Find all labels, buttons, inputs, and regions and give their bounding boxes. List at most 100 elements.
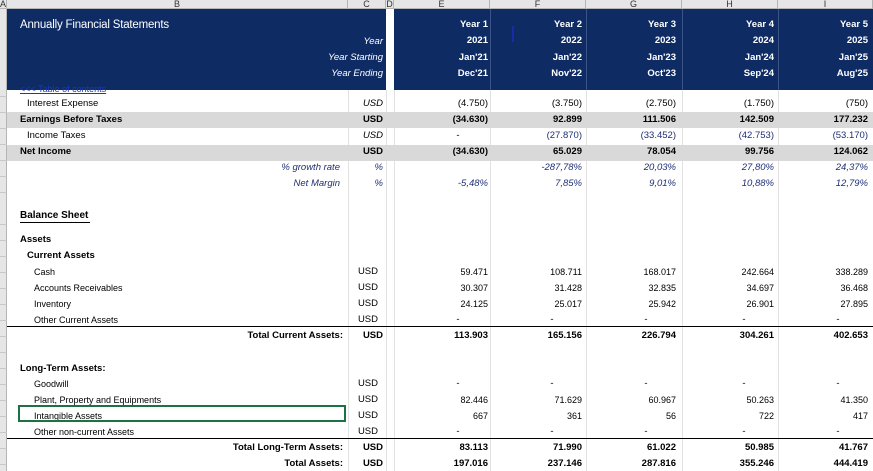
col-header-f[interactable]: F bbox=[490, 0, 586, 9]
cell-value: - bbox=[836, 378, 840, 389]
cell-value: -287,78% bbox=[541, 162, 582, 173]
col-header-i[interactable]: I bbox=[778, 0, 873, 9]
col-header-a[interactable]: A bbox=[0, 0, 7, 9]
label-year-ending: Year Ending bbox=[331, 68, 383, 79]
band-separator bbox=[586, 9, 587, 90]
total-label: Total Assets: bbox=[284, 458, 343, 469]
cell-value: (3.750) bbox=[551, 98, 582, 109]
cell-value: 82.446 bbox=[460, 395, 488, 405]
total-unit: USD bbox=[362, 458, 383, 469]
year-start: Jan'21 bbox=[458, 52, 488, 63]
cell-value: 92.899 bbox=[552, 114, 582, 125]
cell-value: 99.756 bbox=[744, 146, 774, 157]
col-header-c[interactable]: C bbox=[348, 0, 386, 9]
row-label: Earnings Before Taxes bbox=[20, 114, 123, 125]
cell-value: 142.509 bbox=[739, 114, 774, 125]
cell-value: 78.054 bbox=[646, 146, 676, 157]
cell-value: 242.664 bbox=[741, 267, 774, 277]
year-label: Year 4 bbox=[746, 19, 774, 30]
title-band bbox=[7, 9, 386, 90]
year-start: Jan'22 bbox=[552, 52, 582, 63]
row-label: Inventory bbox=[34, 299, 72, 309]
row-label: Intangible Assets bbox=[34, 411, 103, 421]
total-value: 287.816 bbox=[641, 458, 676, 469]
cell-value: - bbox=[550, 314, 554, 325]
cell-value: - bbox=[836, 314, 840, 325]
assets-heading: Assets bbox=[20, 234, 52, 245]
band-separator bbox=[490, 9, 491, 90]
cell-value: - bbox=[644, 426, 648, 437]
col-header-b[interactable]: B bbox=[7, 0, 348, 9]
cell-value: - bbox=[456, 130, 460, 141]
cell-value: 60.967 bbox=[648, 395, 676, 405]
row-unit: USD bbox=[357, 314, 378, 325]
col-guide bbox=[682, 90, 683, 471]
cell-value: 24.125 bbox=[460, 299, 488, 309]
col-header-e[interactable]: E bbox=[394, 0, 490, 9]
total-current-top-border bbox=[7, 326, 873, 327]
row-label: Net Margin bbox=[293, 178, 340, 189]
row-unit: USD bbox=[362, 130, 383, 141]
total-value: 355.246 bbox=[739, 458, 774, 469]
cell-value: 124.062 bbox=[833, 146, 868, 157]
total-value: 304.261 bbox=[739, 330, 774, 341]
col-header-h[interactable]: H bbox=[682, 0, 778, 9]
row-unit: USD bbox=[357, 394, 378, 405]
year-number: 2023 bbox=[654, 35, 676, 46]
total-value: 71.990 bbox=[552, 442, 582, 453]
band-separator bbox=[778, 9, 779, 90]
current-assets-heading: Current Assets bbox=[27, 250, 95, 261]
cell-value: 30.307 bbox=[460, 283, 488, 293]
cell-value: (34.630) bbox=[452, 146, 488, 157]
year-end: Sep'24 bbox=[743, 68, 774, 79]
year-start: Jan'24 bbox=[744, 52, 774, 63]
col-guide bbox=[348, 90, 349, 471]
cell-value: (4.750) bbox=[457, 98, 488, 109]
col-header-g[interactable]: G bbox=[586, 0, 682, 9]
cell-value: 50.263 bbox=[746, 395, 774, 405]
cell-value: 12,79% bbox=[835, 178, 868, 189]
row-label: % growth rate bbox=[281, 162, 340, 173]
page-title: Annually Financial Statements bbox=[20, 19, 169, 31]
col-guide bbox=[386, 90, 387, 471]
row-label: Accounts Receivables bbox=[34, 283, 123, 293]
years-band bbox=[394, 9, 873, 90]
cell-value: (53.170) bbox=[832, 130, 868, 141]
total-long-top-border bbox=[7, 438, 873, 439]
cell-value: - bbox=[644, 314, 648, 325]
cell-value: 56 bbox=[665, 411, 676, 421]
year-number: 2025 bbox=[846, 35, 868, 46]
cell-value: 71.629 bbox=[554, 395, 582, 405]
total-value: 444.419 bbox=[833, 458, 868, 469]
cell-value: - bbox=[456, 378, 460, 389]
label-year-starting: Year Starting bbox=[328, 52, 383, 63]
row-unit: USD bbox=[357, 410, 378, 421]
row-unit: USD bbox=[357, 378, 378, 389]
total-value: 402.653 bbox=[833, 330, 868, 341]
row-unit: % bbox=[374, 178, 383, 189]
cell-value: 108.711 bbox=[550, 267, 582, 277]
total-label: Total Long-Term Assets: bbox=[232, 442, 343, 453]
col-header-d[interactable]: D bbox=[386, 0, 394, 9]
row-label: Net Income bbox=[20, 146, 72, 157]
table-of-contents-link[interactable]: <<< Table of contents bbox=[20, 84, 107, 94]
cell-value: 27.895 bbox=[840, 299, 868, 309]
cell-value: 20,03% bbox=[643, 162, 676, 173]
balance-sheet-underline bbox=[20, 222, 90, 223]
cell-value: 65.029 bbox=[552, 146, 582, 157]
cell-value: - bbox=[550, 378, 554, 389]
year-label: Year 1 bbox=[460, 19, 488, 30]
selected-cell[interactable] bbox=[18, 405, 346, 422]
total-value: 83.113 bbox=[459, 442, 488, 453]
cell-value: (2.750) bbox=[645, 98, 676, 109]
total-label: Total Current Assets: bbox=[247, 330, 343, 341]
cell-value: 168.017 bbox=[643, 267, 676, 277]
row-label: Interest Expense bbox=[27, 98, 99, 109]
balance-sheet-title: Balance Sheet bbox=[20, 210, 89, 221]
cell-value: 31.428 bbox=[554, 283, 582, 293]
cell-value: 24,37% bbox=[835, 162, 868, 173]
cell-value: - bbox=[742, 314, 746, 325]
total-value: 113.903 bbox=[454, 330, 488, 341]
col-guide bbox=[490, 90, 491, 471]
